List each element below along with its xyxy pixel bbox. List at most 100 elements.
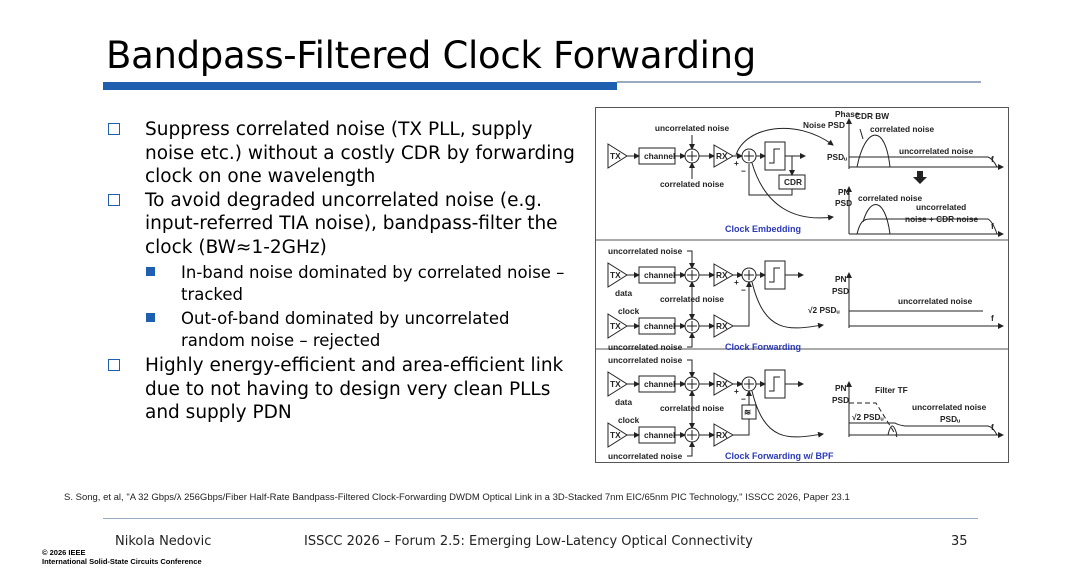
sub-bullet: Out-of-band dominated by uncorrelated ra… xyxy=(108,308,578,351)
tx-triangle xyxy=(607,262,628,288)
path xyxy=(687,321,697,331)
filled-square-bullet-icon xyxy=(146,267,155,276)
path xyxy=(687,441,695,457)
slide-title: Bandpass-Filtered Clock Forwarding xyxy=(106,34,756,77)
channel-label: channel xyxy=(644,151,675,161)
sub-bullet-text: In-band noise dominated by correlated no… xyxy=(181,263,565,304)
svg-text:PSD: PSD xyxy=(835,198,852,208)
panel-clock-forwarding-bpf: TX channel RX TX channel RX uncorrelated noise… xyxy=(607,355,1004,461)
text: f xyxy=(991,422,994,432)
sub-bullet: In-band noise dominated by correlated no… xyxy=(108,262,578,305)
bullet-list: Suppress correlated noise (TX PLL, suppl… xyxy=(108,118,578,425)
tx-label: TX xyxy=(610,379,621,389)
path xyxy=(687,359,695,378)
hollow-square-bullet-icon xyxy=(108,123,120,135)
svg-text:uncorrelated noise: uncorrelated noise xyxy=(899,146,974,156)
path xyxy=(687,332,695,348)
path xyxy=(751,390,824,438)
text: − xyxy=(741,394,746,404)
filter-tf-curve xyxy=(849,402,898,438)
noise-psd-curve xyxy=(849,422,998,436)
path xyxy=(733,281,752,327)
text: uncorrelated noise xyxy=(912,402,987,412)
svg-text:−: − xyxy=(741,166,746,176)
caption: Clock Forwarding xyxy=(725,342,801,352)
svg-text:Phase: Phase xyxy=(835,109,860,119)
tx-triangle xyxy=(607,371,628,397)
bullet-text: Suppress correlated noise (TX PLL, suppl… xyxy=(145,119,575,187)
text: clock xyxy=(618,415,640,425)
down-arrow-icon xyxy=(913,171,927,184)
path xyxy=(687,430,697,440)
bullet: Suppress correlated noise (TX PLL, suppl… xyxy=(108,118,578,189)
rx-triangle xyxy=(713,372,734,396)
bullet-text: Highly energy-efficient and area-efficie… xyxy=(145,355,564,423)
presenter-name: Nikola Nedovic xyxy=(115,534,212,549)
filled-square-bullet-icon xyxy=(146,313,155,322)
channel-label: channel xyxy=(644,379,675,389)
text: √2 PSDᵤ xyxy=(808,305,840,315)
rx-triangle xyxy=(713,423,734,447)
text: Filter TF xyxy=(875,385,908,395)
rx-label: RX xyxy=(716,430,728,440)
path xyxy=(687,250,695,269)
tx-label: TX xyxy=(610,430,621,440)
clocking-diagram: TX channel uncorrelated noise correlated… xyxy=(595,107,1009,463)
path xyxy=(769,376,780,392)
path xyxy=(733,419,750,436)
path xyxy=(744,270,754,280)
text: PN xyxy=(835,383,847,393)
channel-label: channel xyxy=(644,430,675,440)
svg-text:+: + xyxy=(734,158,739,168)
panel-clock-embedding: TX channel uncorrelated noise correlated… xyxy=(607,109,1004,237)
text: data xyxy=(615,288,632,298)
text: PSDᵤ xyxy=(940,414,960,424)
svg-text:PN: PN xyxy=(838,187,850,197)
svg-text:noise + CDR noise: noise + CDR noise xyxy=(905,214,978,224)
page-number: 35 xyxy=(951,534,968,549)
text: uncorrelated noise xyxy=(608,246,683,256)
text: f xyxy=(991,313,994,323)
svg-text:CDR: CDR xyxy=(784,177,802,187)
channel-label: channel xyxy=(644,321,675,331)
text: − xyxy=(741,285,746,295)
caption-clock-embedding: Clock Embedding xyxy=(725,224,801,234)
text: clock xyxy=(618,306,640,316)
tx-triangle xyxy=(607,422,628,448)
footer-divider xyxy=(103,518,978,519)
svg-text:correlated noise: correlated noise xyxy=(660,179,724,189)
text: √2 PSDᵤ xyxy=(852,412,884,422)
text: uncorrelated noise xyxy=(608,342,683,352)
organization: International Solid-State Circuits Confe… xyxy=(42,557,202,566)
event-name: ISSCC 2026 – Forum 2.5: Emerging Low-Lat… xyxy=(304,534,753,549)
path xyxy=(751,281,824,329)
text: PN xyxy=(835,274,847,284)
path xyxy=(744,379,754,389)
tx-label: TX xyxy=(610,270,621,280)
svg-text:RX: RX xyxy=(716,151,728,161)
text: data xyxy=(615,397,632,407)
text: uncorrelated noise xyxy=(608,355,683,365)
text: PSD xyxy=(832,286,849,296)
path xyxy=(687,270,697,280)
svg-text:correlated noise: correlated noise xyxy=(870,124,934,134)
rx-triangle xyxy=(713,314,734,338)
text: + xyxy=(734,386,739,396)
path xyxy=(769,267,780,283)
path xyxy=(887,425,898,436)
svg-text:f: f xyxy=(991,154,994,164)
rx-triangle xyxy=(713,144,734,168)
text: uncorrelated noise xyxy=(898,296,973,306)
svg-text:uncorrelated noise: uncorrelated noise xyxy=(655,123,730,133)
reference-citation: S. Song, et al, "A 32 Gbps/λ 256Gbps/Fib… xyxy=(64,492,850,503)
tx-label: TX xyxy=(610,321,621,331)
rx-label: RX xyxy=(716,321,728,331)
bullet-text: To avoid degraded uncorrelated noise (e.… xyxy=(145,189,558,258)
hollow-square-bullet-icon xyxy=(108,193,120,206)
svg-text:uncorrelated: uncorrelated xyxy=(916,202,966,212)
title-accent-bar xyxy=(103,82,617,90)
bullet: Highly energy-efficient and area-efficie… xyxy=(108,354,578,425)
bullet: To avoid degraded uncorrelated noise (e.… xyxy=(108,189,578,260)
path xyxy=(687,379,697,389)
bandpass-filter-icon: ≋ xyxy=(744,407,751,417)
